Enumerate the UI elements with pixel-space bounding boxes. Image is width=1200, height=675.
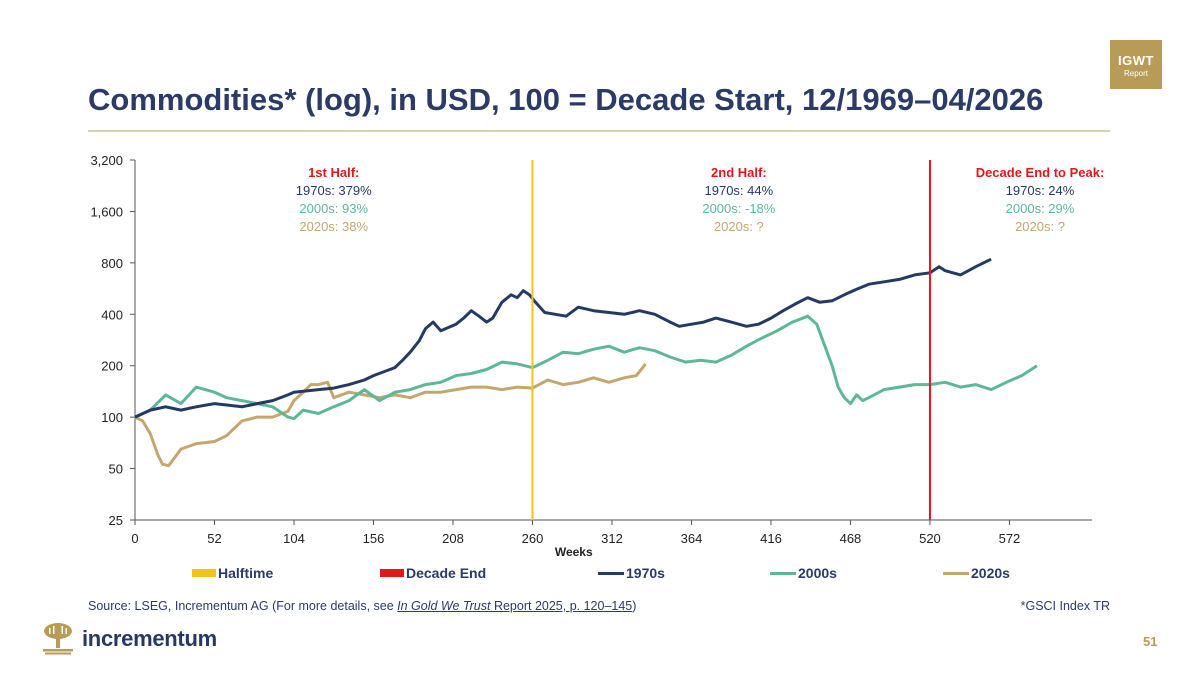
legend-label-2020s: 2020s [971,565,1010,581]
legend-item-halftime: Halftime [192,565,273,581]
y-tick-label-1: 50 [109,462,123,477]
x-axis-title: Weeks [555,545,593,559]
legend-label-2000s: 2000s [798,565,837,581]
series-line-1970s [134,257,992,419]
legend-label-1970s: 1970s [626,565,665,581]
page-title: Commodities* (log), in USD, 100 = Decade… [88,82,1044,117]
x-tick-label-9: 468 [840,531,862,546]
annotation-2000s-1: 2000s: -18% [702,201,775,216]
y-tick-label-3: 200 [101,359,123,374]
chart-legend: Halftime Decade End 1970s 2000s 2020s [0,565,1200,583]
badge-subtitle: Report [1123,69,1148,78]
x-tick-label-7: 364 [681,531,703,546]
title-divider [88,130,1110,132]
tree-logo-icon [43,623,73,655]
annotation-2000s-0: 2000s: 93% [299,201,368,216]
y-tick-label-5: 800 [101,256,123,271]
x-tick-label-10: 520 [919,531,941,546]
x-tick-label-11: 572 [999,531,1021,546]
x-tick-label-5: 260 [522,531,544,546]
source-suffix: ) [632,599,637,613]
gsci-footnote: *GSCI Index TR [1020,599,1110,613]
annotation-2020s-1: 2020s: ? [714,219,764,234]
legend-swatch-2020s [943,571,969,575]
legend-item-2000s: 2000s [770,565,837,581]
x-tick-label-2: 104 [283,531,305,546]
series-line-2000s [134,314,1038,421]
annotation-1970s-2: 1970s: 24% [1006,183,1075,198]
legend-label-decade-end: Decade End [406,565,487,581]
y-tick-label-4: 400 [101,307,123,322]
x-tick-label-1: 52 [207,531,221,546]
legend-swatch-halftime [192,569,216,577]
legend-swatch-decade-end [380,569,404,577]
series-line-2020s [134,362,647,468]
source-link-igwt[interactable]: In Gold We Trust [397,599,491,613]
y-tick-label-6: 1,600 [90,204,123,219]
source-note: Source: LSEG, Incrementum AG (For more d… [88,599,636,613]
badge-title: IGWT [1118,53,1154,68]
x-tick-label-0: 0 [131,531,138,546]
source-prefix: Source: LSEG, Incrementum AG (For more d… [88,599,398,613]
igwt-report-badge: IGWT Report [1110,40,1162,89]
legend-swatch-2000s [770,571,796,575]
legend-item-decade-end: Decade End [380,565,486,581]
annotation-heading-1: 2nd Half: [711,165,767,180]
annotation-1970s-0: 1970s: 379% [296,183,372,198]
x-tick-label-8: 416 [760,531,782,546]
annotation-1970s-1: 1970s: 44% [705,183,774,198]
x-tick-label-4: 208 [442,531,464,546]
annotation-2020s-2: 2020s: ? [1015,219,1065,234]
legend-item-1970s: 1970s [598,565,665,581]
legend-swatch-1970s [598,571,624,575]
source-link-report[interactable]: Report 2025, p. 120–145 [490,599,633,613]
y-tick-label-0: 25 [109,513,123,528]
y-tick-label-2: 100 [101,410,123,425]
annotation-2000s-2: 2000s: 29% [1006,201,1075,216]
annotation-2020s-0: 2020s: 38% [299,219,368,234]
logo-wordmark: incrementum [82,626,217,651]
legend-item-2020s: 2020s [943,565,1010,581]
legend-label-halftime: Halftime [218,565,274,581]
annotation-heading-2: Decade End to Peak: [976,165,1105,180]
y-tick-label-7: 3,200 [90,153,123,168]
x-tick-label-3: 156 [363,531,385,546]
page-number: 51 [1143,634,1158,649]
x-tick-label-6: 312 [601,531,623,546]
incrementum-logo: incrementum [40,622,217,656]
annotation-heading-0: 1st Half: [308,165,359,180]
